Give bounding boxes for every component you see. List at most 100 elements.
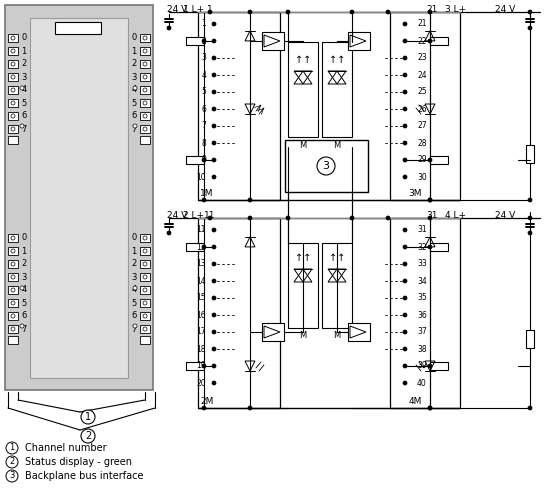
Circle shape [428, 10, 432, 14]
Text: 0: 0 [21, 34, 26, 42]
Circle shape [403, 22, 407, 26]
Circle shape [133, 124, 137, 128]
Circle shape [143, 101, 147, 105]
Bar [288, 42, 318, 137]
Circle shape [11, 275, 15, 279]
Circle shape [11, 62, 15, 66]
Circle shape [248, 198, 252, 202]
Text: M: M [299, 331, 307, 341]
Text: 37: 37 [417, 327, 427, 337]
Circle shape [403, 330, 407, 334]
Circle shape [212, 39, 216, 43]
Circle shape [143, 262, 147, 266]
Text: 3: 3 [21, 273, 27, 282]
Text: 20: 20 [196, 379, 206, 387]
Text: 4M: 4M [408, 397, 422, 407]
Circle shape [212, 296, 216, 300]
Circle shape [143, 301, 147, 305]
Text: 3: 3 [131, 273, 137, 282]
Text: 36: 36 [417, 311, 427, 319]
Bar [140, 336, 150, 344]
Text: 9: 9 [201, 155, 206, 165]
Text: 27: 27 [417, 121, 427, 131]
Text: 1: 1 [201, 20, 206, 29]
Circle shape [212, 124, 216, 128]
Text: 30: 30 [417, 173, 427, 181]
Circle shape [403, 73, 407, 77]
Circle shape [143, 314, 147, 318]
Bar [8, 312, 18, 320]
Circle shape [350, 10, 354, 14]
Text: 4: 4 [131, 85, 136, 95]
Circle shape [403, 56, 407, 60]
Bar [8, 112, 18, 120]
Bar [55, 22, 101, 34]
Text: 21: 21 [426, 4, 438, 13]
Circle shape [143, 249, 147, 253]
Text: 14: 14 [196, 277, 206, 285]
Text: 0: 0 [131, 34, 136, 42]
Text: 0: 0 [21, 234, 26, 243]
Bar [430, 37, 448, 45]
Circle shape [386, 216, 390, 220]
Circle shape [528, 231, 532, 235]
Text: 1 L+: 1 L+ [183, 4, 204, 13]
Circle shape [208, 10, 212, 14]
Text: Status display - green: Status display - green [25, 457, 132, 467]
Bar [140, 312, 150, 320]
Text: 7: 7 [21, 125, 27, 134]
Circle shape [11, 88, 15, 92]
Bar [140, 73, 150, 81]
Text: 19: 19 [196, 361, 206, 371]
Circle shape [212, 22, 216, 26]
Circle shape [143, 288, 147, 292]
Text: 4: 4 [21, 285, 26, 294]
Text: 18: 18 [196, 345, 206, 353]
Bar [140, 34, 150, 42]
Circle shape [403, 245, 407, 249]
Text: 6: 6 [131, 312, 137, 320]
Text: 4: 4 [201, 70, 206, 79]
Text: 40: 40 [417, 379, 427, 387]
Bar [140, 247, 150, 255]
Bar [5, 5, 153, 390]
Circle shape [133, 86, 137, 90]
Circle shape [428, 245, 432, 249]
Circle shape [202, 406, 206, 410]
Text: 1: 1 [85, 412, 91, 422]
Circle shape [11, 236, 15, 240]
Text: 3 L+: 3 L+ [445, 4, 466, 13]
Circle shape [212, 107, 216, 111]
Text: ↑↑: ↑↑ [329, 55, 345, 65]
Text: M: M [333, 331, 340, 341]
Circle shape [286, 10, 290, 14]
Text: 31: 31 [417, 225, 427, 235]
Text: 1: 1 [131, 246, 136, 255]
Circle shape [212, 330, 216, 334]
Text: 2 L+: 2 L+ [183, 211, 204, 219]
Circle shape [6, 442, 18, 454]
Bar [8, 47, 18, 55]
Circle shape [248, 406, 252, 410]
Text: 6: 6 [21, 111, 27, 120]
Bar [430, 243, 448, 251]
Text: 35: 35 [417, 293, 427, 303]
Text: 3M: 3M [408, 189, 422, 199]
Circle shape [212, 90, 216, 94]
Circle shape [143, 88, 147, 92]
Text: 5: 5 [131, 99, 136, 107]
Circle shape [212, 347, 216, 351]
Circle shape [11, 49, 15, 53]
Text: 5: 5 [21, 99, 26, 107]
Text: 2: 2 [201, 36, 206, 45]
Text: Backplane bus interface: Backplane bus interface [25, 471, 144, 481]
Circle shape [11, 262, 15, 266]
Text: 22: 22 [417, 36, 426, 45]
Text: 29: 29 [417, 155, 427, 165]
Circle shape [528, 198, 532, 202]
Circle shape [428, 158, 432, 162]
Bar [288, 243, 318, 328]
Circle shape [11, 301, 15, 305]
Bar [348, 323, 370, 341]
Bar [140, 112, 150, 120]
